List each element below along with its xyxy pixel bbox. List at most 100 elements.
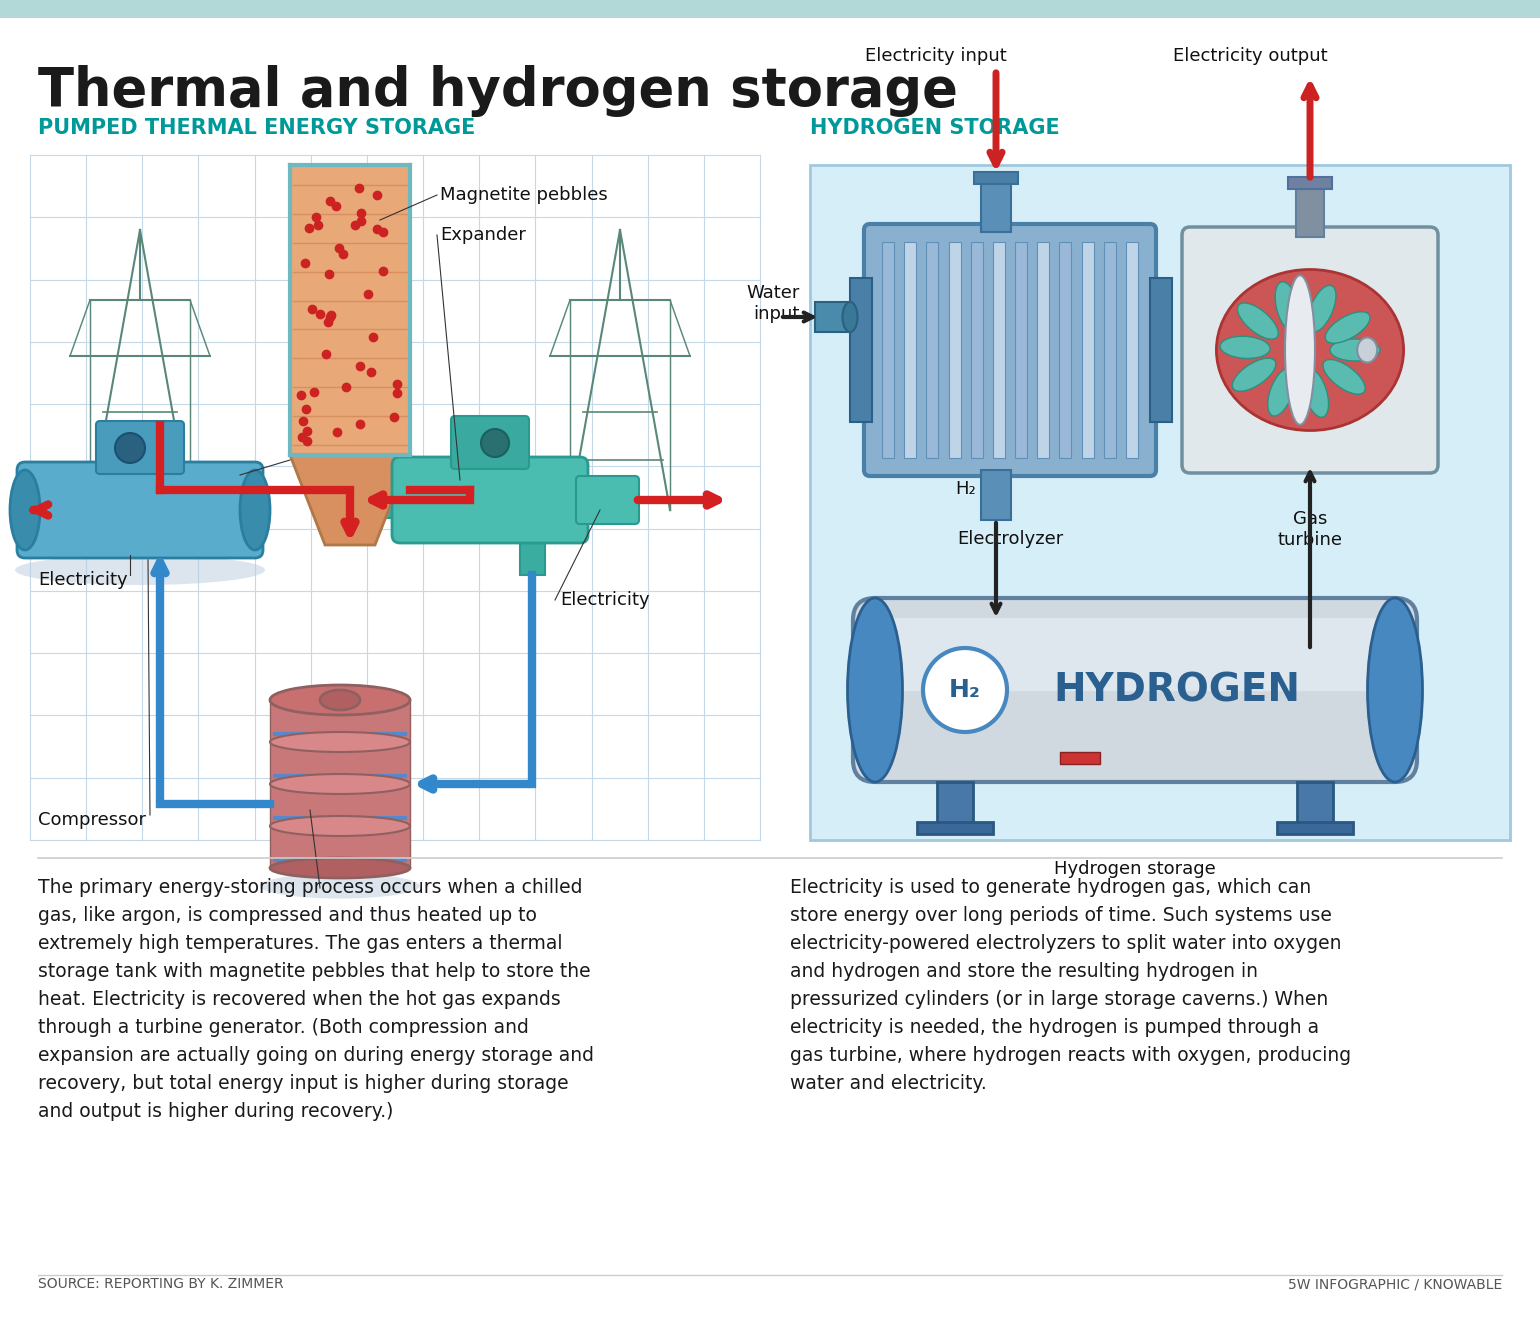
Text: Electricity: Electricity [561, 591, 650, 609]
Bar [993, 241, 1006, 458]
Bar [973, 171, 1018, 183]
Text: electricity is needed, the hydrogen is pumped through a: electricity is needed, the hydrogen is p… [790, 1018, 1320, 1037]
Text: gas, like argon, is compressed and thus heated up to: gas, like argon, is compressed and thus … [38, 906, 537, 925]
Bar [270, 783, 410, 826]
Text: gas turbine, where hydrogen reacts with oxygen, producing: gas turbine, where hydrogen reacts with … [790, 1046, 1351, 1064]
Bar [1104, 241, 1116, 458]
Text: heat. Electricity is recovered when the hot gas expands: heat. Electricity is recovered when the … [38, 991, 561, 1009]
Ellipse shape [240, 470, 270, 550]
Ellipse shape [270, 857, 410, 878]
Text: SOURCE: REPORTING BY K. ZIMMER: SOURCE: REPORTING BY K. ZIMMER [38, 1277, 283, 1291]
FancyBboxPatch shape [17, 462, 263, 558]
Ellipse shape [270, 690, 410, 710]
Text: Electricity input: Electricity input [865, 47, 1007, 65]
Text: water and electricity.: water and electricity. [790, 1074, 987, 1093]
FancyBboxPatch shape [864, 224, 1157, 476]
Bar [1297, 179, 1324, 237]
Ellipse shape [1368, 598, 1423, 782]
Text: Hot: Hot [209, 471, 242, 489]
Ellipse shape [1357, 338, 1377, 363]
Bar [815, 302, 870, 332]
Bar [936, 782, 973, 827]
Text: Electricity output: Electricity output [1172, 47, 1327, 65]
Text: H₂: H₂ [955, 480, 976, 499]
Bar [1015, 241, 1027, 458]
Ellipse shape [320, 690, 360, 710]
Text: pressurized cylinders (or in large storage caverns.) When: pressurized cylinders (or in large stora… [790, 991, 1327, 1009]
FancyBboxPatch shape [810, 165, 1511, 840]
Ellipse shape [270, 774, 410, 794]
Text: Thermal and hydrogen storage: Thermal and hydrogen storage [38, 65, 958, 117]
Bar [521, 536, 545, 575]
Ellipse shape [270, 685, 410, 715]
Text: electricity-powered electrolyzers to split water into oxygen: electricity-powered electrolyzers to spl… [790, 934, 1341, 954]
Ellipse shape [260, 873, 420, 898]
Ellipse shape [270, 732, 410, 752]
Bar [360, 481, 402, 518]
FancyBboxPatch shape [853, 598, 1417, 782]
Bar [270, 743, 410, 783]
Ellipse shape [15, 555, 265, 586]
Text: Compressor: Compressor [38, 811, 146, 830]
Bar [1287, 177, 1332, 189]
Bar [270, 826, 410, 868]
Ellipse shape [1331, 339, 1380, 361]
Text: Gas
turbine: Gas turbine [1278, 510, 1343, 549]
Text: and output is higher during recovery.): and output is higher during recovery.) [38, 1101, 393, 1121]
Text: Water
input: Water input [747, 284, 799, 323]
Ellipse shape [9, 470, 40, 550]
Bar [916, 822, 993, 834]
Polygon shape [290, 455, 410, 545]
Ellipse shape [1307, 285, 1335, 332]
Text: Electrolyzer: Electrolyzer [956, 530, 1063, 547]
Text: Cold: Cold [290, 811, 330, 830]
Text: Hydrogen storage: Hydrogen storage [1053, 860, 1217, 878]
Bar [882, 241, 895, 458]
FancyBboxPatch shape [1183, 227, 1438, 474]
Ellipse shape [1323, 360, 1366, 394]
Bar [970, 241, 983, 458]
Bar [1038, 241, 1049, 458]
Text: HYDROGEN STORAGE: HYDROGEN STORAGE [810, 117, 1060, 138]
Bar [1150, 278, 1172, 422]
Ellipse shape [270, 816, 410, 836]
Circle shape [116, 433, 145, 463]
Ellipse shape [1267, 368, 1295, 415]
Bar [1126, 241, 1138, 458]
Bar [1081, 241, 1093, 458]
Bar [981, 175, 1010, 232]
Ellipse shape [1217, 269, 1403, 430]
Text: through a turbine generator. (Both compression and: through a turbine generator. (Both compr… [38, 1018, 528, 1037]
Bar [1297, 782, 1334, 827]
Text: extremely high temperatures. The gas enters a thermal: extremely high temperatures. The gas ent… [38, 934, 562, 954]
FancyBboxPatch shape [875, 619, 1395, 691]
Bar [270, 700, 410, 743]
Polygon shape [290, 165, 410, 455]
Text: 5W INFOGRAPHIC / KNOWABLE: 5W INFOGRAPHIC / KNOWABLE [1287, 1277, 1502, 1291]
Bar [981, 470, 1010, 520]
Ellipse shape [1326, 311, 1371, 343]
Text: Electricity: Electricity [38, 571, 128, 590]
Bar [927, 241, 938, 458]
Text: expansion are actually going on during energy storage and: expansion are actually going on during e… [38, 1046, 594, 1064]
FancyBboxPatch shape [451, 415, 530, 470]
Text: Electricity is used to generate hydrogen gas, which can: Electricity is used to generate hydrogen… [790, 878, 1311, 897]
Circle shape [922, 648, 1007, 732]
Bar [850, 278, 872, 422]
Text: Expander: Expander [440, 226, 525, 244]
Bar [0, 0, 1540, 18]
Text: recovery, but total energy input is higher during storage: recovery, but total energy input is high… [38, 1074, 568, 1093]
Text: Magnetite pebbles: Magnetite pebbles [440, 186, 608, 204]
Ellipse shape [1220, 336, 1270, 359]
Text: store energy over long periods of time. Such systems use: store energy over long periods of time. … [790, 906, 1332, 925]
Ellipse shape [1284, 276, 1315, 425]
Ellipse shape [842, 302, 858, 332]
Bar [1060, 752, 1100, 764]
Text: The primary energy-storing process occurs when a chilled: The primary energy-storing process occur… [38, 878, 582, 897]
Ellipse shape [1303, 369, 1329, 417]
Text: HYDROGEN: HYDROGEN [1053, 671, 1300, 710]
Text: and hydrogen and store the resulting hydrogen in: and hydrogen and store the resulting hyd… [790, 962, 1258, 981]
Ellipse shape [847, 598, 902, 782]
Ellipse shape [1275, 282, 1300, 331]
Bar [1277, 822, 1354, 834]
